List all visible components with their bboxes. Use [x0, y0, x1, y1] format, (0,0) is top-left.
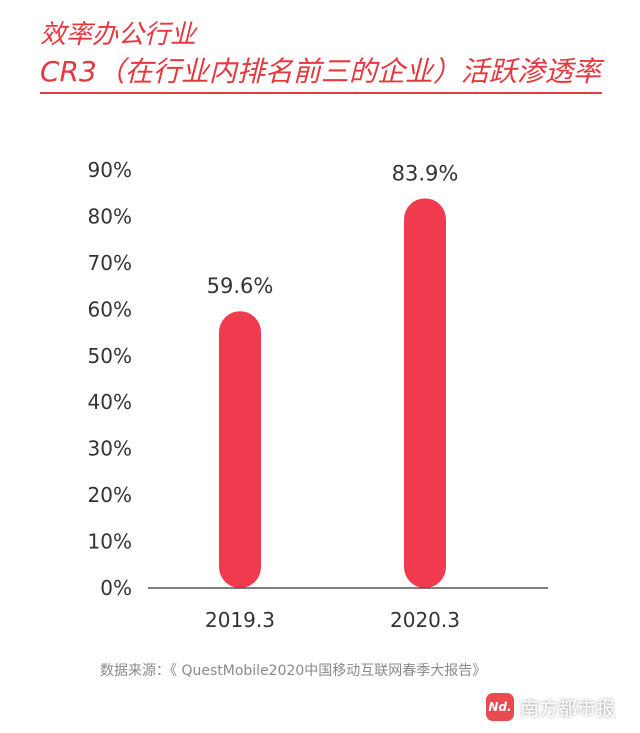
- title-divider: [40, 92, 602, 94]
- y-tick-label: 70%: [88, 251, 132, 275]
- bar: [219, 311, 261, 588]
- y-tick-label: 30%: [88, 437, 132, 461]
- y-tick-label: 90%: [88, 158, 132, 182]
- y-tick-label: 10%: [88, 530, 132, 554]
- chart-subtitle: CR3（在行业内排名前三的企业）活跃渗透率: [40, 55, 601, 88]
- y-axis: 0% 10% 20% 30% 40% 50% 60% 70% 80% 90%: [88, 158, 132, 600]
- bars-group: 59.6% 83.9%: [207, 161, 459, 588]
- bar-value-label: 83.9%: [392, 161, 459, 185]
- y-tick-label: 20%: [88, 483, 132, 507]
- y-tick-label: 60%: [88, 297, 132, 321]
- brand-logo-icon: Nd.: [486, 693, 514, 721]
- y-tick-label: 0%: [100, 576, 132, 600]
- brand-watermark: Nd. 南方都市报: [486, 692, 615, 722]
- x-axis: 2019.3 2020.3: [148, 587, 548, 632]
- y-tick-label: 40%: [88, 390, 132, 414]
- bar: [404, 198, 446, 588]
- x-tick-label: 2019.3: [205, 608, 275, 632]
- source-note: 数据来源：《 QuestMobile2020中国移动互联网春季大报告》: [100, 663, 487, 679]
- y-tick-label: 50%: [88, 344, 132, 368]
- y-tick-label: 80%: [88, 204, 132, 228]
- x-tick-label: 2020.3: [390, 608, 460, 632]
- page-title: 效率办公行业: [40, 20, 197, 50]
- brand-name: 南方都市报: [520, 697, 616, 720]
- bar-value-label: 59.6%: [207, 274, 274, 298]
